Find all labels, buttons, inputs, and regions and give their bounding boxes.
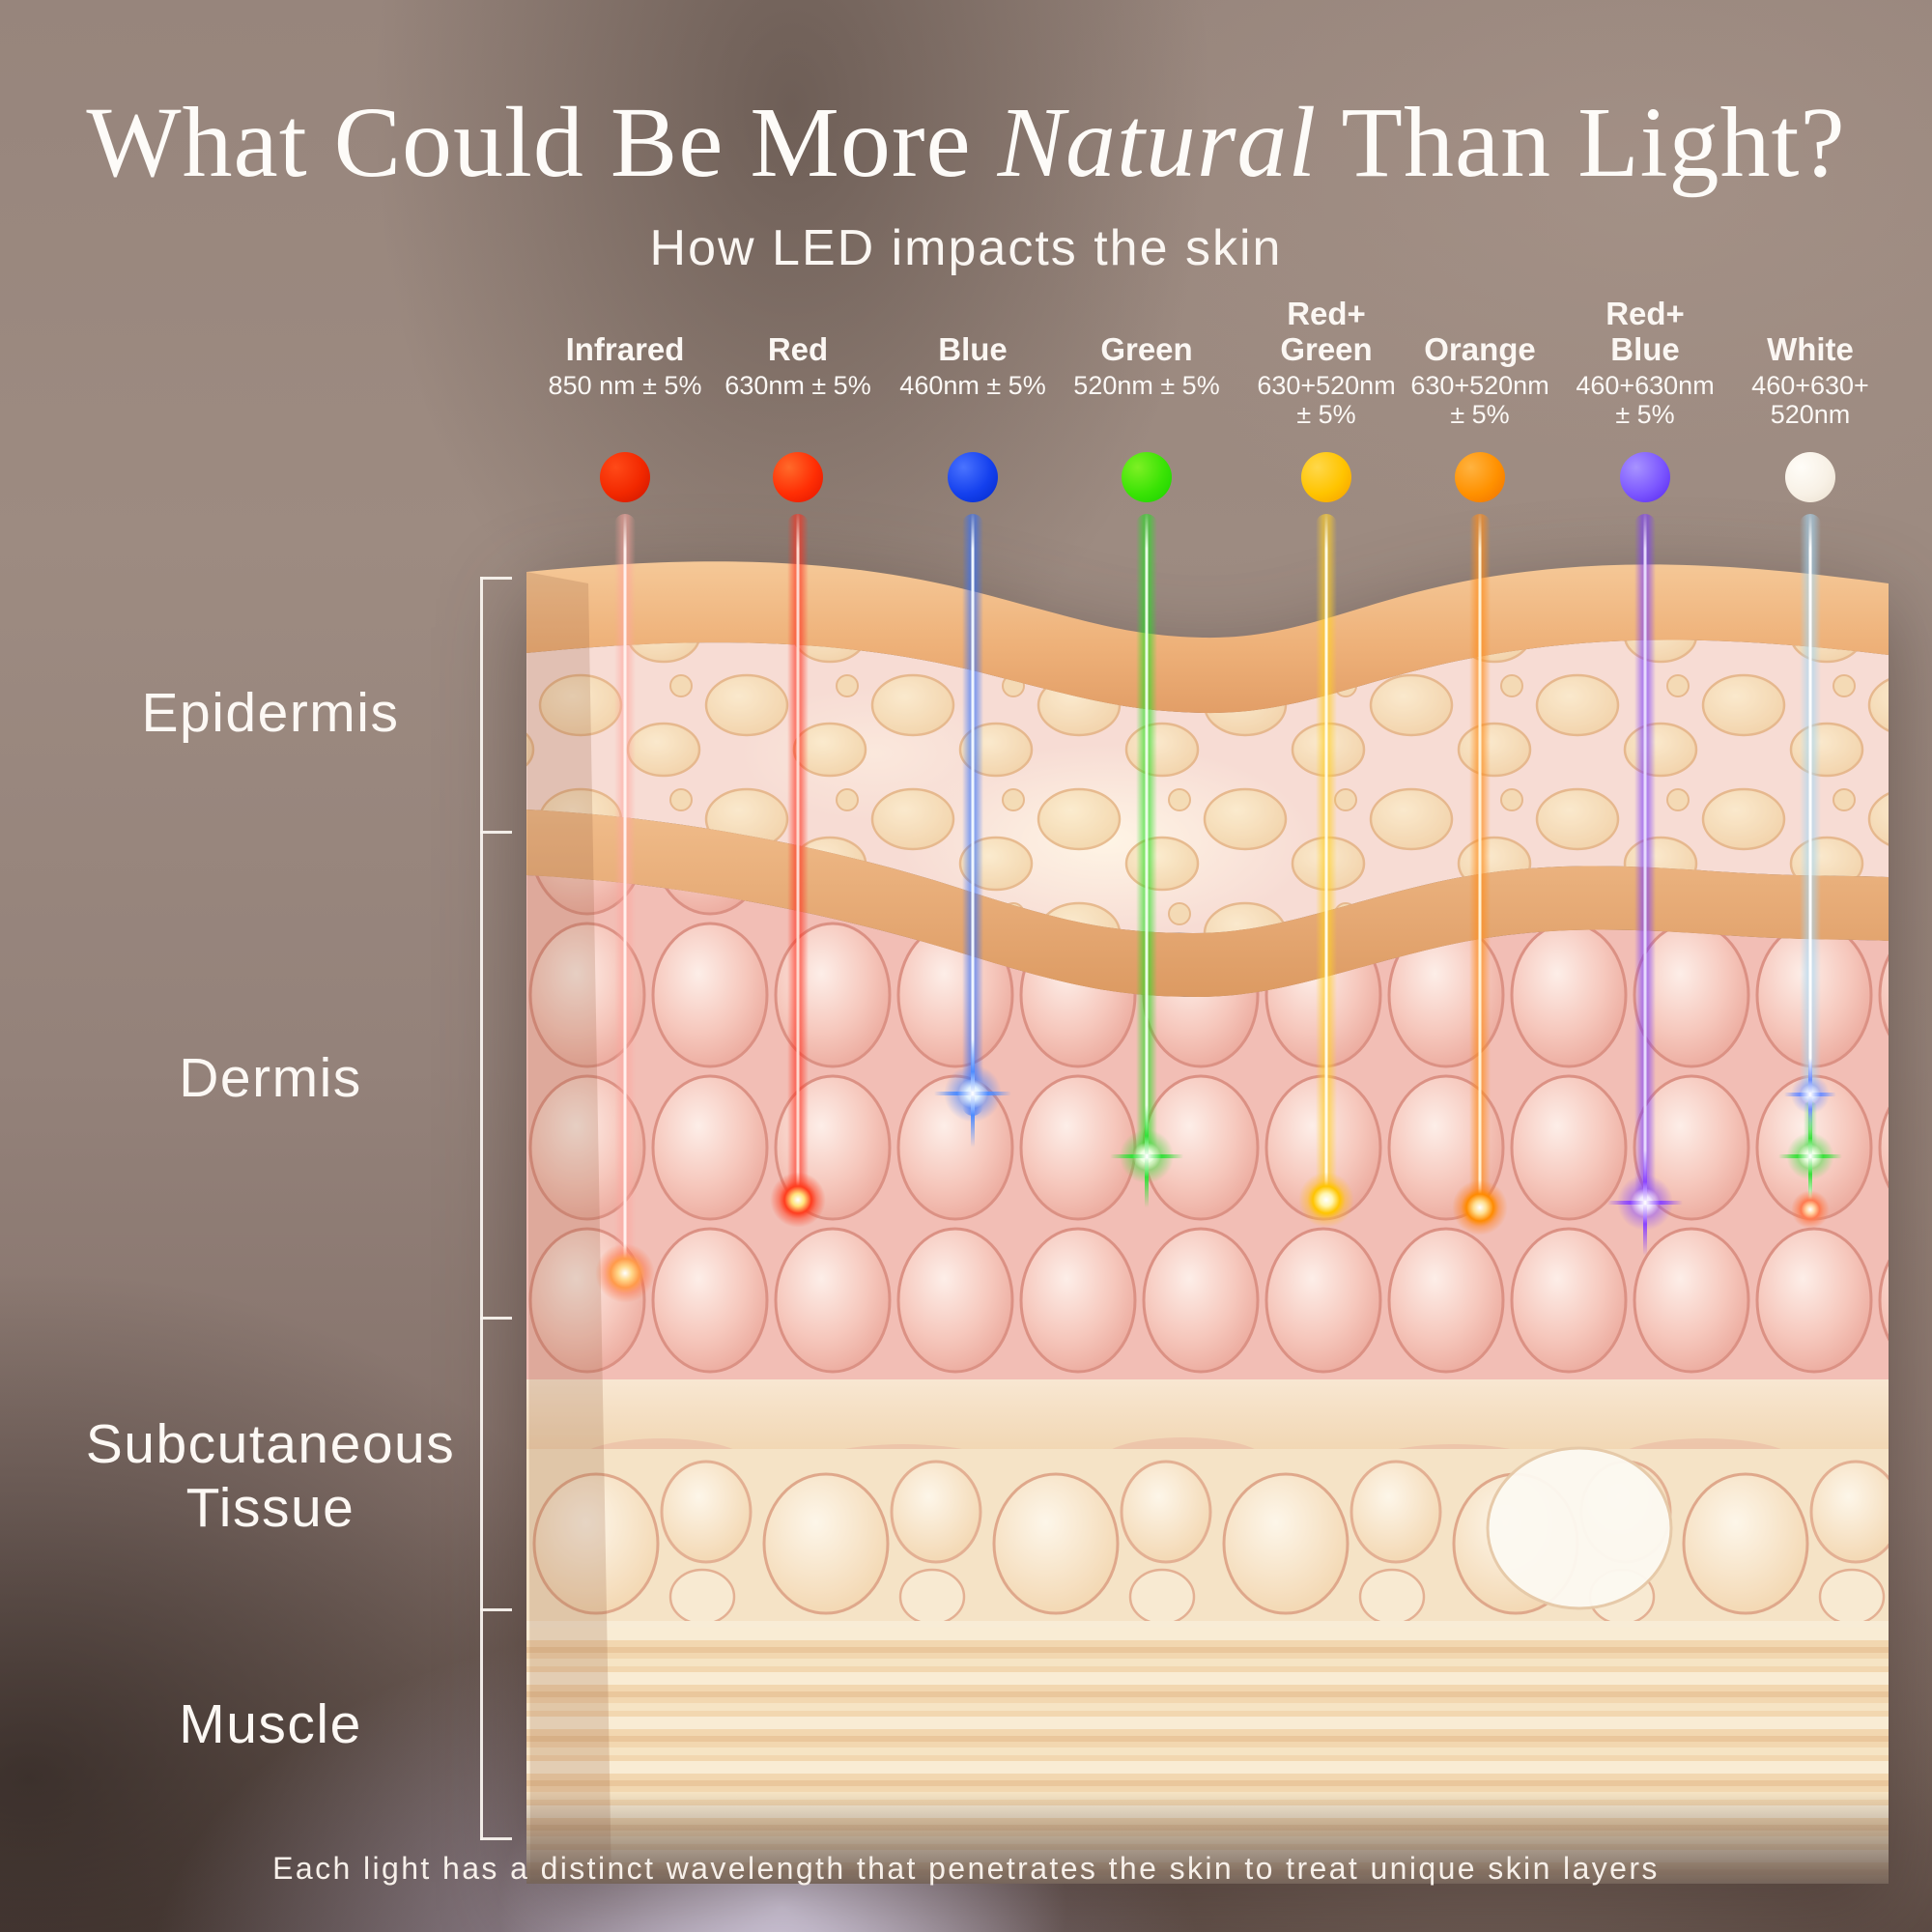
- light-wavelength-orange: 630+520nm ± 5%: [1410, 371, 1549, 429]
- footer-caption: Each light has a distinct wavelength tha…: [272, 1851, 1660, 1886]
- bracket-tick-bottom: [480, 1837, 512, 1840]
- layer-label-subcutaneous-line2: Tissue: [185, 1477, 355, 1539]
- layer-label-dermis-line1: Dermis: [179, 1047, 362, 1109]
- light-dot-orange: [1455, 452, 1505, 502]
- bracket-tick-subcutaneous-muscle: [480, 1608, 512, 1611]
- light-wavelength-white: 460+630+ 520nm: [1751, 371, 1869, 429]
- light-wavelength-red-green: 630+520nm ± 5%: [1257, 371, 1396, 429]
- light-name-infrared: Infrared: [565, 331, 685, 367]
- layer-bracket-line: [480, 577, 483, 1840]
- light-column-white: White 460+630+ 520nm: [1723, 292, 1897, 502]
- light-dot-infrared: [600, 452, 650, 502]
- layer-label-epidermis: Epidermis: [0, 681, 541, 745]
- light-dot-red-blue: [1620, 452, 1670, 502]
- layer-label-subcutaneous-tissue: Subcutaneous Tissue: [0, 1412, 541, 1540]
- title-emphasis: Natural: [997, 87, 1318, 198]
- layer-label-dermis: Dermis: [0, 1046, 541, 1110]
- skin-surface-band: [526, 561, 1889, 714]
- bracket-tick-epidermis-dermis: [480, 831, 512, 834]
- light-name-orange: Orange: [1424, 331, 1536, 367]
- bracket-tick-dermis-subcutaneous: [480, 1317, 512, 1320]
- layer-label-epidermis-line1: Epidermis: [141, 682, 400, 744]
- light-name-red-green: Red+ Green: [1280, 296, 1373, 367]
- layer-label-muscle: Muscle: [0, 1692, 541, 1756]
- light-name-red-blue: Red+ Blue: [1605, 296, 1685, 367]
- light-name-blue: Blue: [938, 331, 1008, 367]
- layer-label-subcutaneous-line1: Subcutaneous: [85, 1413, 456, 1475]
- page-title: What Could Be More Natural Than Light?: [0, 89, 1932, 197]
- light-name-white: White: [1767, 331, 1854, 367]
- bracket-tick-top: [480, 577, 512, 580]
- light-column-orange: Orange 630+520nm ± 5%: [1393, 292, 1567, 502]
- light-dot-blue: [948, 452, 998, 502]
- light-column-red: Red 630nm ± 5%: [711, 292, 885, 502]
- light-wavelength-green: 520nm ± 5%: [1073, 371, 1220, 400]
- light-wavelength-infrared: 850 nm ± 5%: [548, 371, 702, 400]
- light-dot-red: [773, 452, 823, 502]
- light-dot-red-green: [1301, 452, 1351, 502]
- light-dot-green: [1122, 452, 1172, 502]
- light-wavelength-red: 630nm ± 5%: [724, 371, 871, 400]
- light-column-blue: Blue 460nm ± 5%: [886, 292, 1060, 502]
- skin-cross-section-illustration: [526, 561, 1889, 1884]
- light-wavelength-blue: 460nm ± 5%: [899, 371, 1046, 400]
- light-column-green: Green 520nm ± 5%: [1060, 292, 1234, 502]
- title-post: Than Light?: [1317, 87, 1846, 198]
- layer-label-muscle-line1: Muscle: [179, 1693, 362, 1755]
- light-column-infrared: Infrared 850 nm ± 5%: [538, 292, 712, 502]
- light-name-green: Green: [1100, 331, 1193, 367]
- light-wavelength-red-blue: 460+630nm ± 5%: [1576, 371, 1715, 429]
- light-dot-white: [1785, 452, 1835, 502]
- light-column-red-blue: Red+ Blue 460+630nm ± 5%: [1558, 292, 1732, 502]
- title-pre: What Could Be More: [86, 87, 998, 198]
- light-column-red-green: Red+ Green 630+520nm ± 5%: [1239, 292, 1413, 502]
- light-name-red: Red: [767, 331, 829, 367]
- page-subtitle: How LED impacts the skin: [649, 220, 1283, 276]
